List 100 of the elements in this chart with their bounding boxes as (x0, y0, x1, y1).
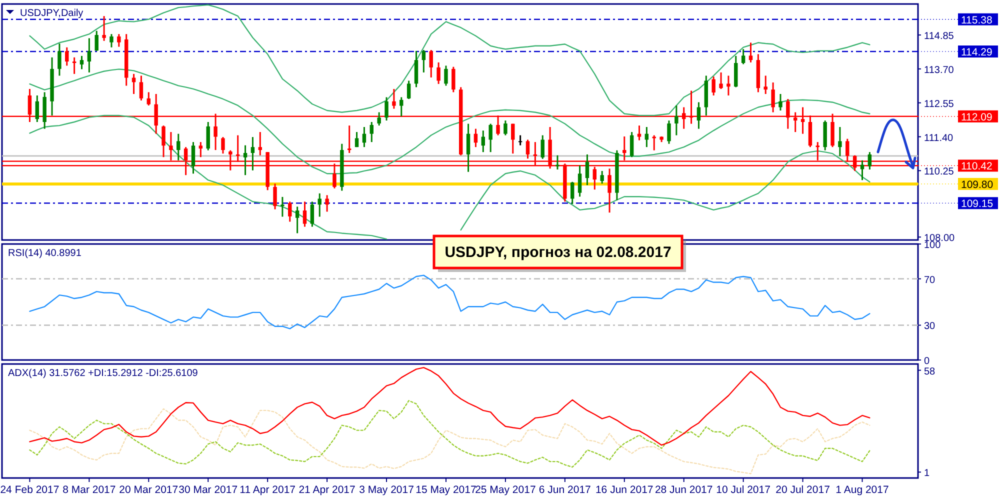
line-series (29, 400, 870, 468)
y-tick-label: 1 (924, 468, 930, 480)
candlestick (310, 200, 314, 228)
candlestick (838, 126, 842, 157)
candlestick (488, 123, 492, 153)
candlestick (868, 151, 872, 170)
ref-line-label: 115.38 (961, 14, 992, 26)
candlestick (198, 141, 203, 158)
annotation: USDJPY, прогноз на 02.08.2017 (444, 244, 672, 261)
y-tick-label: 30 (924, 321, 936, 332)
ref-line-label: 109.15 (961, 198, 994, 210)
x-tick-label: 11 Apr 2017 (240, 484, 296, 496)
candlestick (504, 120, 508, 136)
candlestick (250, 136, 255, 172)
candlestick (110, 33, 114, 48)
candlestick (377, 112, 381, 126)
line-series (29, 274, 870, 330)
candlestick (362, 126, 366, 148)
candlestick (556, 154, 560, 170)
candlestick (58, 42, 62, 76)
candlestick (526, 138, 530, 160)
candlestick (578, 164, 582, 198)
candlestick (354, 131, 359, 148)
candlestick (206, 121, 210, 152)
ref-line-label: 112.09 (961, 111, 992, 124)
candlestick (712, 76, 716, 96)
candlestick (696, 101, 701, 130)
candlestick (518, 134, 522, 146)
x-tick-label: 25 May 2017 (475, 484, 536, 496)
candlestick (414, 50, 418, 88)
candlestick (65, 46, 69, 66)
x-tick-label: 30 Mar 2017 (178, 484, 238, 496)
candlestick (734, 55, 738, 88)
candlestick (481, 130, 486, 153)
candlestick (422, 49, 426, 74)
candlestick (719, 72, 723, 90)
candlestick (139, 74, 144, 102)
y-tick-label: 58 (924, 366, 936, 378)
candlestick (540, 134, 544, 160)
candlestick (72, 56, 76, 75)
candlestick (764, 74, 768, 95)
candlestick (429, 49, 433, 78)
candlestick (585, 154, 590, 186)
candlestick (771, 82, 775, 114)
candlestick (778, 93, 782, 112)
candlestick (302, 200, 307, 228)
candlestick (35, 94, 40, 123)
candlestick (295, 206, 300, 234)
x-tick-label: 24 Feb 2017 (0, 484, 60, 496)
y-tick-label: 114.85 (924, 30, 954, 42)
candlestick (162, 124, 166, 158)
candlestick (243, 144, 248, 176)
candlestick (474, 128, 478, 148)
candlestick (741, 48, 746, 65)
candlestick (748, 42, 753, 64)
candlestick (176, 133, 180, 162)
x-tick-label: 3 May 2017 (359, 484, 414, 496)
candlestick (726, 74, 730, 96)
ref-line-label: 110.42 (961, 160, 992, 173)
candlestick (102, 15, 106, 42)
candlestick (325, 194, 329, 212)
candlestick (630, 131, 634, 158)
ref-line-label: 109.80 (961, 178, 994, 191)
x-tick-label: 8 Mar 2017 (62, 484, 116, 496)
candlestick (117, 33, 121, 48)
x-tick-label: 28 Jun 2017 (654, 484, 713, 496)
y-tick-label: 111.40 (924, 132, 954, 144)
y-tick-label: 110.25 (924, 166, 954, 178)
candlestick (258, 131, 262, 156)
y-tick-label: 0 (924, 356, 930, 367)
y-tick-label: 113.70 (924, 64, 954, 76)
candlestick (221, 136, 225, 154)
candlestick (318, 192, 322, 218)
candlestick (436, 62, 440, 85)
chart-title: RSI(14) 40.8991 (8, 248, 82, 259)
candlestick (667, 120, 671, 145)
candlestick (444, 64, 448, 86)
candlestick (674, 104, 678, 136)
candlestick (466, 123, 470, 173)
candlestick (191, 141, 196, 174)
x-tick-label: 16 Jun 2017 (595, 484, 654, 496)
x-tick-label: 21 Apr 2017 (298, 484, 356, 496)
chart-title: ADX(14) 31.5762 +DI:15.2912 -DI:25.6109 (8, 368, 198, 379)
x-tick-label: 1 Aug 2017 (836, 484, 889, 496)
y-tick-label: 70 (924, 274, 936, 286)
y-tick-label: 112.55 (924, 98, 954, 110)
candlestick (452, 66, 456, 93)
x-tick-label: 20 Jul 2017 (776, 484, 830, 496)
candlestick (80, 55, 84, 70)
ref-line-label: 114.29 (961, 46, 992, 58)
candlestick (392, 88, 396, 110)
x-tick-label: 6 Jun 2017 (538, 484, 592, 496)
candlestick (347, 124, 352, 154)
candlestick (87, 37, 92, 74)
x-tick-label: 20 Mar 2017 (119, 484, 178, 496)
candlestick (406, 80, 411, 100)
candlestick (400, 96, 404, 118)
candlestick (570, 181, 574, 205)
candlestick (288, 200, 292, 222)
candlestick (608, 168, 612, 214)
